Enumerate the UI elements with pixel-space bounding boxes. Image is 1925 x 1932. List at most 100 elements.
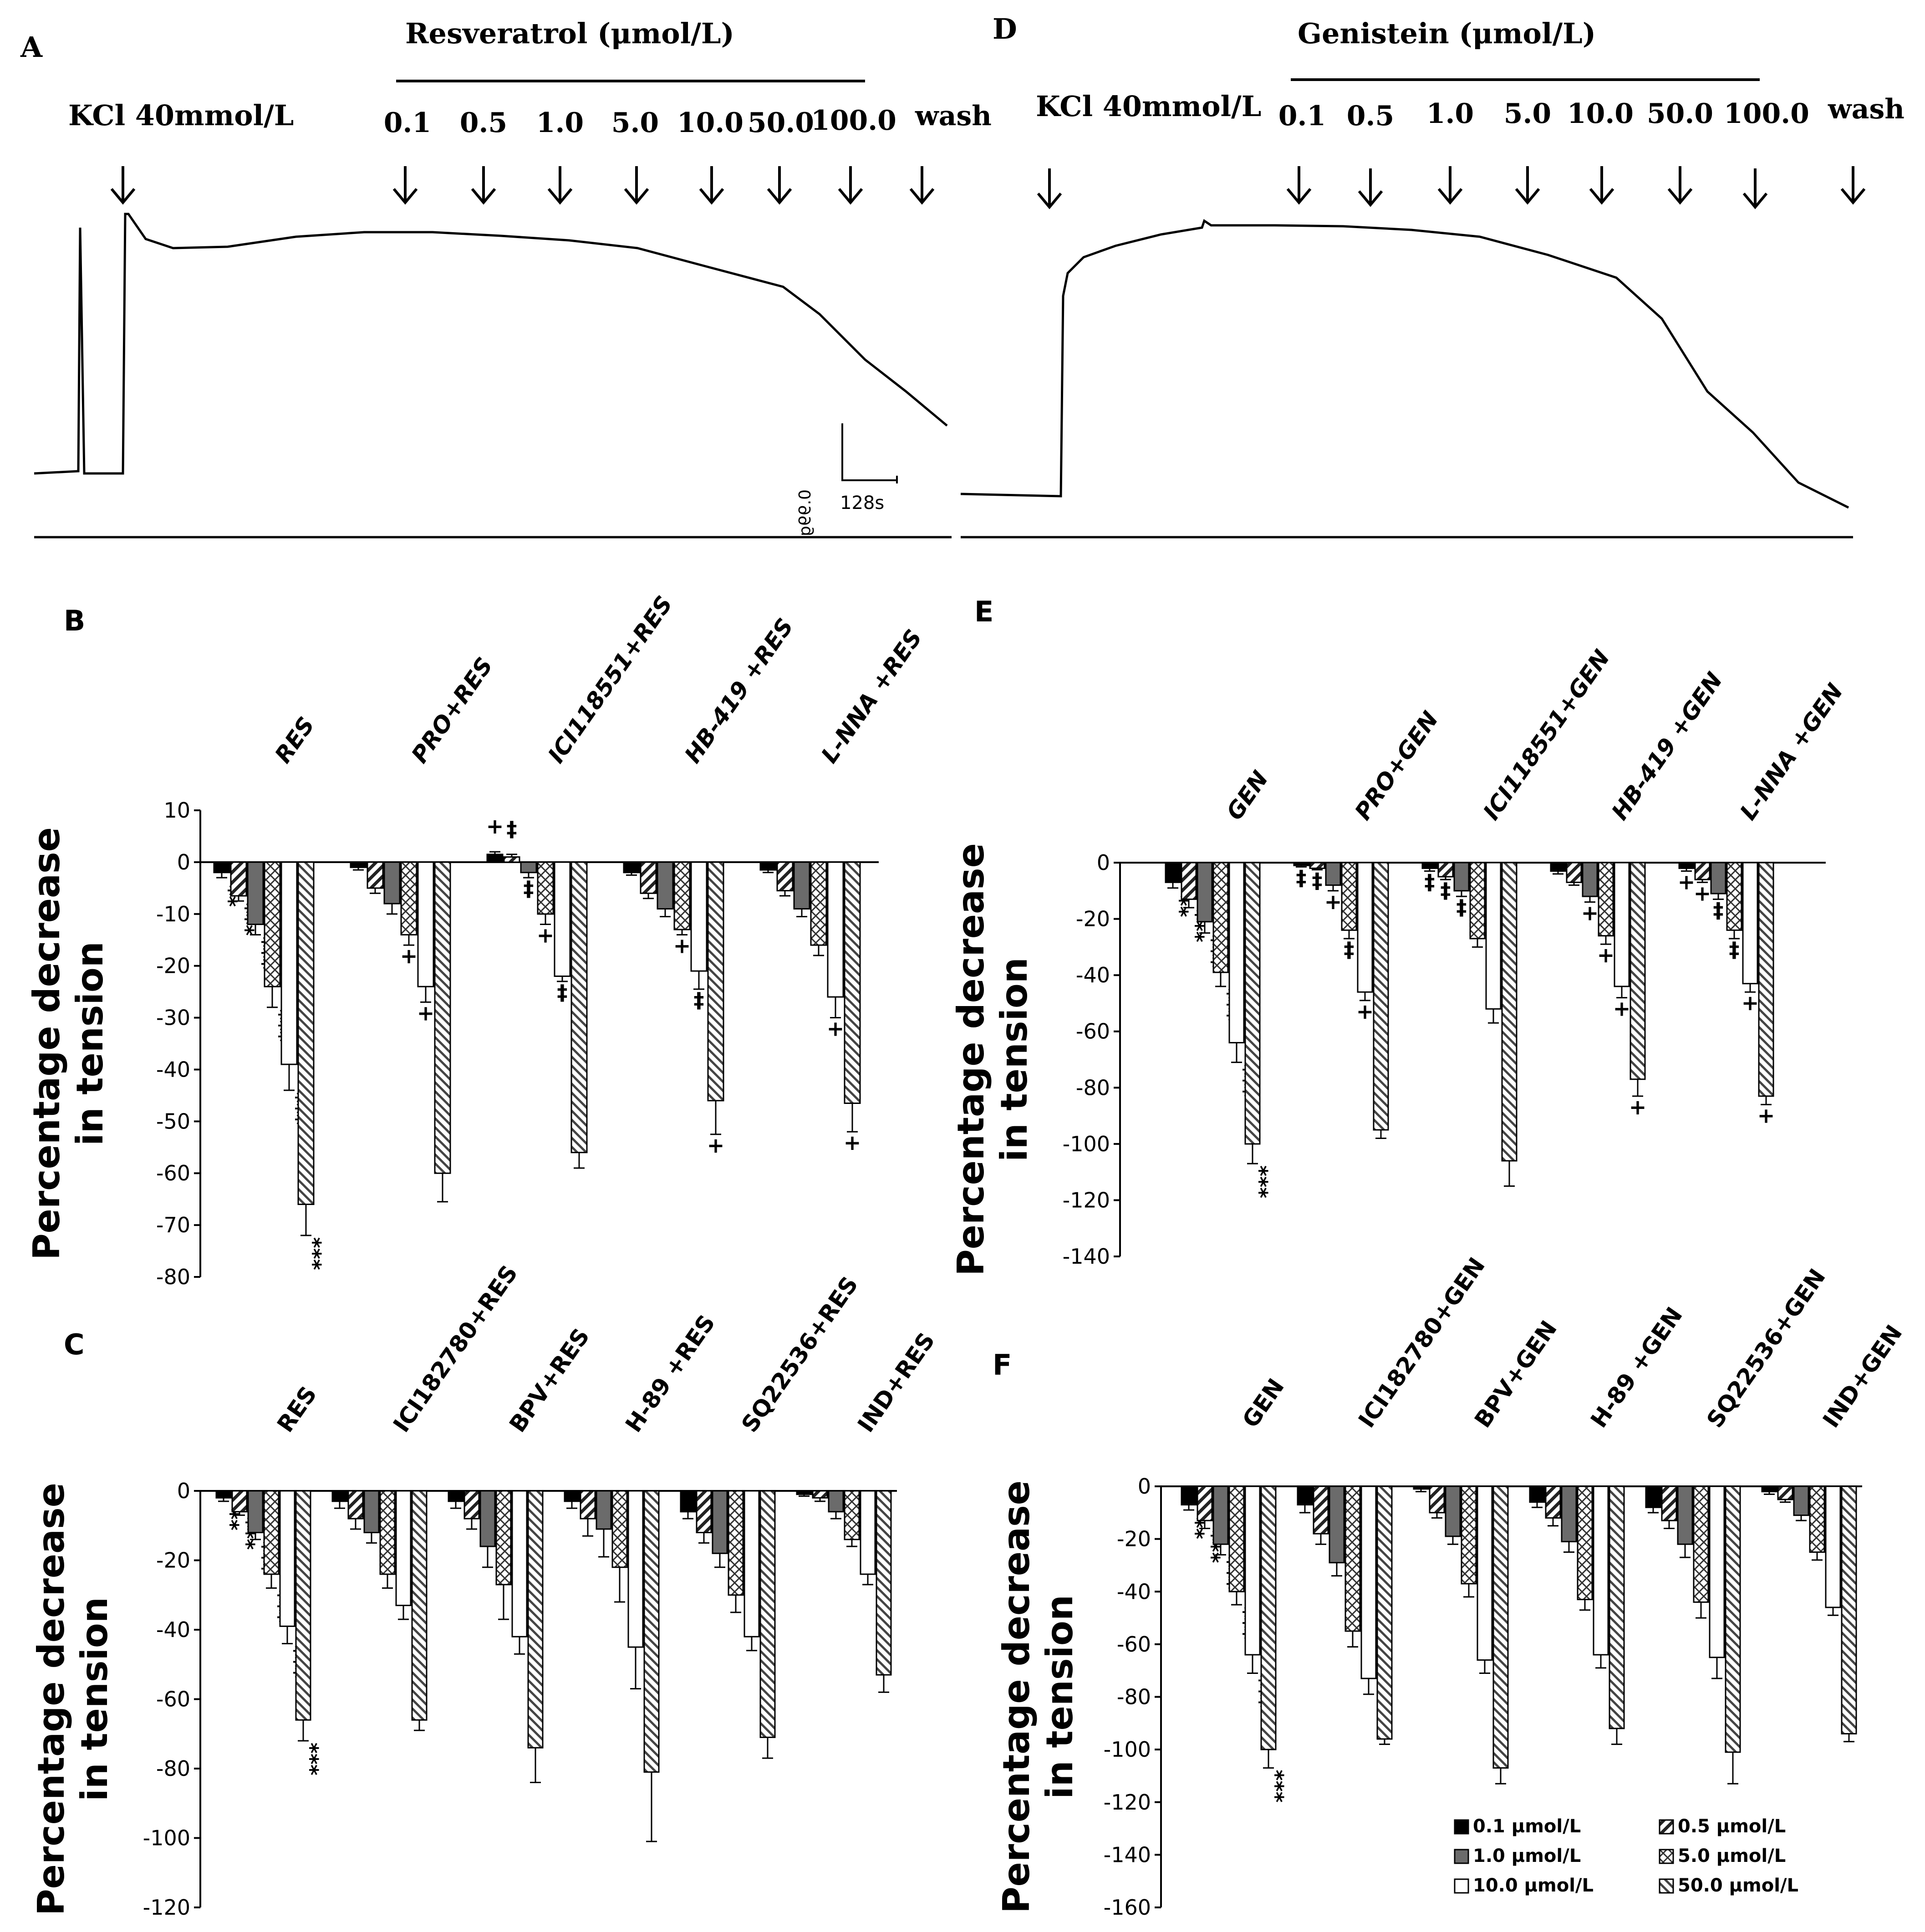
arrow-down-icon [1667, 166, 1693, 205]
panel-title: E [974, 595, 993, 628]
significance-marker: + [1356, 999, 1374, 1024]
dose-label: 1.0 [536, 107, 584, 139]
bar [417, 861, 434, 987]
bar [263, 1490, 280, 1575]
arrow-down-icon [392, 166, 418, 205]
y-tick-label: -30 [156, 1006, 190, 1030]
y-tick-label: -80 [1076, 1075, 1110, 1100]
bar [495, 1490, 512, 1586]
bar [844, 1490, 860, 1541]
bar-chart-B: B Percentage decreasein tension 10 0 -10 -20 -… [25, 591, 927, 1289]
bar [363, 1490, 380, 1533]
y-tick-label: -80 [156, 1756, 190, 1781]
legend-label: 10.0 μmol/L [1473, 1875, 1594, 1896]
bar [1566, 862, 1582, 883]
bar [279, 1490, 295, 1627]
bar [564, 1490, 580, 1502]
bar [1228, 862, 1245, 1043]
bar [1841, 1485, 1857, 1734]
y-tick-label: -80 [156, 1265, 190, 1289]
category-label: GEN [1221, 766, 1273, 825]
significance-marker: *** [1263, 1770, 1288, 1803]
bar [1197, 1485, 1213, 1521]
y-axis-label-line: in tension [1039, 1595, 1081, 1799]
bar [1809, 1485, 1825, 1553]
bar-chart-E: E Percentage decreasein tension 0 -20 -40 -60… [950, 595, 1848, 1276]
significance-marker: + [1629, 1095, 1647, 1119]
arrow-down-icon [767, 166, 792, 205]
significance-marker: *** [298, 1743, 323, 1775]
y-tick-label: -10 [156, 902, 190, 926]
arrow-down-icon [1437, 166, 1463, 205]
dose-arrows-A [110, 166, 935, 205]
category-label: L-NNA +RES [816, 625, 927, 768]
bar [1693, 1485, 1709, 1603]
bar [213, 861, 230, 874]
dose-label: 5.0 [1504, 98, 1551, 130]
y-tick-label: -20 [1076, 907, 1110, 931]
bar [1360, 1485, 1377, 1679]
bar [1761, 1485, 1777, 1493]
bar [1492, 1485, 1509, 1769]
dose-labels-D: 0.1 0.5 1.0 5.0 10.0 50.0 100.0 wash [1278, 93, 1905, 132]
y-axis-label-line: Percentage decrease [995, 1480, 1038, 1913]
arrow-down-icon [909, 166, 935, 205]
bar [673, 861, 691, 930]
bar [759, 861, 777, 871]
bar [810, 861, 827, 946]
panel-title: B [64, 604, 85, 637]
y-axis-label-line: Percentage decrease [30, 1483, 72, 1916]
bar [1421, 862, 1438, 869]
bar [1485, 862, 1502, 1010]
significance-marker: + [1581, 901, 1599, 925]
bar [1212, 1485, 1229, 1545]
arrow-down-icon [838, 166, 863, 205]
arrow-down-icon [1358, 168, 1383, 207]
bar [247, 1490, 264, 1533]
arrow-down-icon [1286, 166, 1312, 205]
significance-marker: + [707, 1133, 725, 1158]
y-tick-label: -100 [1104, 1737, 1151, 1762]
legend-swatch [1659, 1819, 1674, 1835]
bar [1165, 862, 1181, 883]
y-tick-label: -40 [156, 1617, 190, 1642]
legend-swatch [1659, 1878, 1674, 1894]
bar [828, 1490, 844, 1513]
bar [1181, 862, 1197, 900]
bar [776, 861, 794, 892]
bar [537, 861, 554, 915]
y-axis-label: Percentage decreasein tension [950, 843, 1035, 1276]
bar [1582, 862, 1598, 897]
y-axis-label-line: Percentage decrease [950, 843, 992, 1276]
category-label: PRO+GEN [1350, 707, 1443, 825]
significance-marker: ‡ [1713, 898, 1724, 922]
bar [696, 1490, 712, 1533]
bar [793, 861, 810, 910]
significance-marker: + [1613, 997, 1631, 1021]
y-tick-label: -100 [143, 1826, 190, 1851]
significance-marker: + [400, 944, 418, 968]
category-label: ICI182780+RES [388, 1261, 523, 1437]
arrow-down-icon [471, 166, 496, 205]
bar [1437, 862, 1454, 878]
bar [759, 1490, 776, 1738]
dose-label: 0.5 [1347, 100, 1394, 132]
category-label: ICI118551+RES [543, 591, 677, 768]
drug-label-A: Resveratrol (μmol/L) [405, 17, 734, 50]
bar [657, 861, 674, 910]
bar [411, 1490, 428, 1721]
significance-marker: + [1742, 991, 1759, 1015]
y-tick-label: 0 [177, 850, 190, 874]
bar [827, 861, 844, 998]
bar [812, 1490, 828, 1499]
significance-marker: ‡ [1425, 870, 1435, 895]
bar [1429, 1485, 1445, 1514]
category-label: PRO+RES [406, 653, 498, 768]
bar [1469, 862, 1486, 940]
legend-label: 0.1 μmol/L [1473, 1816, 1581, 1837]
bar [1710, 862, 1726, 895]
significance-marker: *** [301, 1237, 326, 1270]
bar [479, 1490, 496, 1547]
legend-label: 50.0 μmol/L [1678, 1875, 1798, 1896]
